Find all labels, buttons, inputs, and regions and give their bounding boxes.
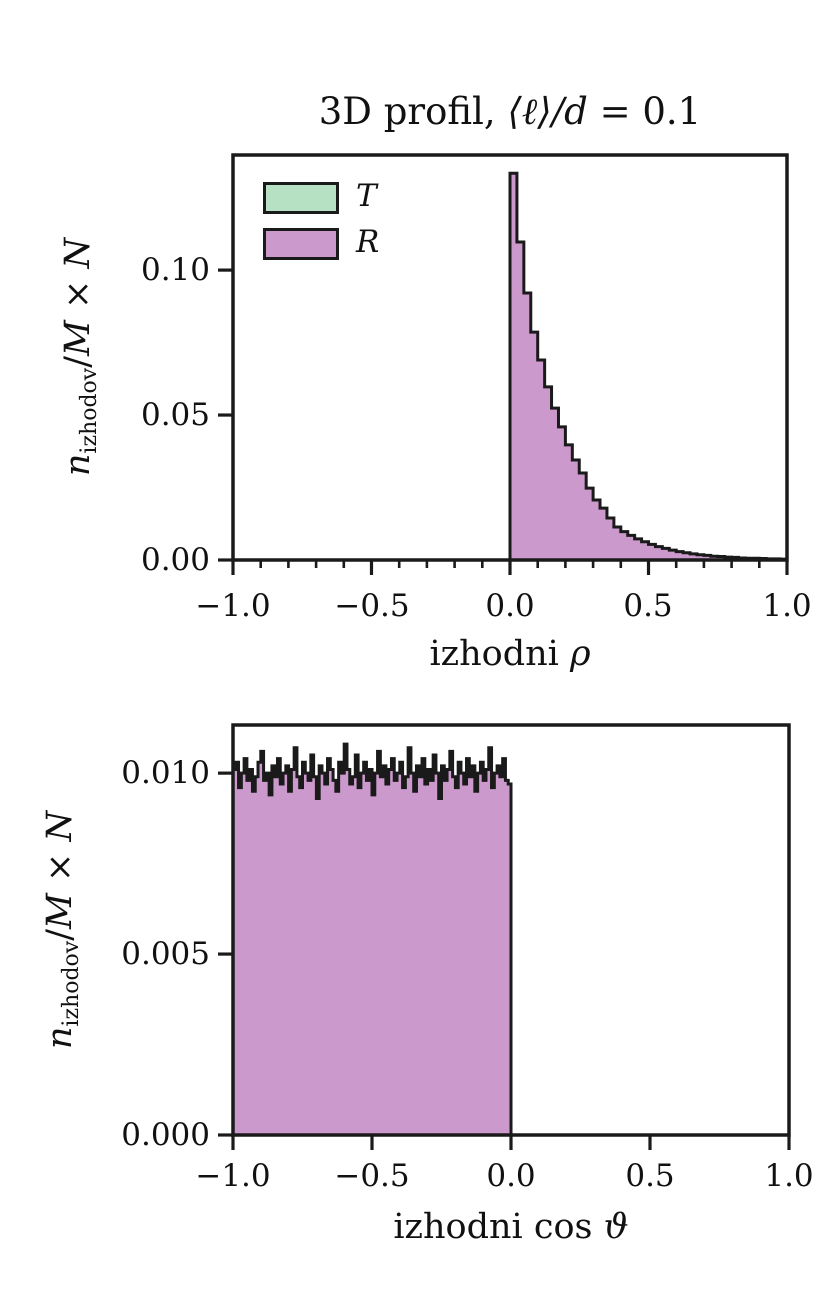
legend-swatch-T	[263, 182, 339, 214]
x-tick-label: 0.5	[623, 588, 673, 624]
x-tick-label: −1.0	[195, 588, 271, 624]
ylabel-N: N	[40, 810, 80, 842]
y-tick-label: 0.005	[121, 936, 210, 972]
x-tick-label: −0.5	[334, 1158, 410, 1194]
x-tick-label: −1.0	[195, 1158, 271, 1194]
xlabel-text: izhodni cos	[393, 1207, 604, 1247]
plot-title: 3D profil, ⟨ℓ⟩/d = 0.1	[319, 90, 701, 134]
y-tick-label: 0.10	[140, 252, 210, 288]
plot-title-suffix: = 0.1	[587, 90, 702, 133]
legend-label-T: T	[356, 178, 377, 214]
ylabel-times: ×	[40, 841, 80, 894]
ylabel-M: M	[40, 893, 80, 929]
x-tick-label: 1.0	[764, 1158, 814, 1194]
xlabel-math: ϑ	[603, 1207, 629, 1247]
plot-title-math: ⟨ℓ⟩/d	[507, 90, 588, 133]
x-axis-label: izhodni cos ϑ	[393, 1206, 628, 1248]
y-axis-label: nizhodov/M × N	[39, 670, 85, 1190]
y-tick-label: 0.010	[121, 755, 210, 791]
xlabel-text: izhodni	[429, 634, 570, 674]
x-tick-label: −0.5	[334, 588, 410, 624]
legend-label-R: R	[356, 224, 380, 260]
plot-title-prefix: 3D profil,	[318, 90, 508, 133]
x-axis-label: izhodni ρ	[429, 633, 590, 675]
x-tick-label: 0.5	[625, 1158, 675, 1194]
y-tick-label: 0.00	[140, 542, 210, 578]
legend-swatch-R	[263, 228, 339, 260]
x-tick-label: 1.0	[762, 588, 812, 624]
y-tick-label: 0.05	[140, 397, 210, 433]
x-tick-label: 0.0	[485, 588, 535, 624]
ylabel-n: n	[40, 1026, 80, 1050]
y-tick-label: 0.000	[121, 1117, 210, 1153]
x-tick-label: 0.0	[486, 1158, 536, 1194]
xlabel-math: ρ	[569, 634, 591, 674]
